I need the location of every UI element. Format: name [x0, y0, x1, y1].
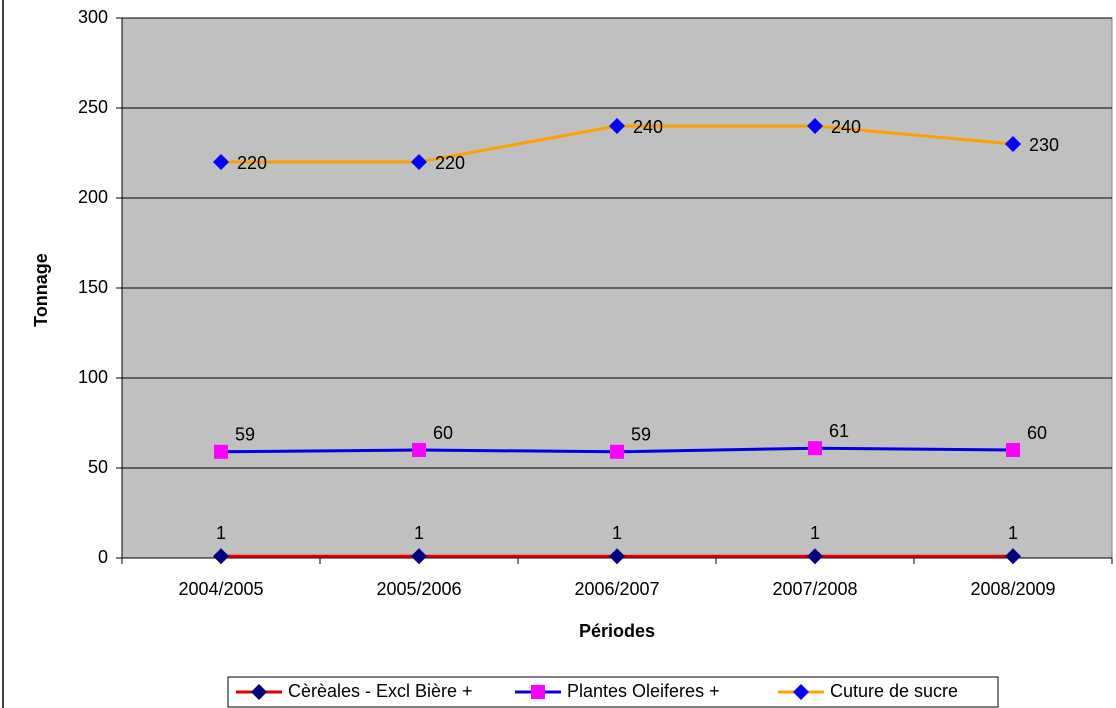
data-label: 220	[237, 153, 267, 173]
data-label: 59	[235, 425, 255, 445]
legend-marker	[251, 684, 267, 700]
data-label: 60	[1027, 423, 1047, 443]
y-tick-label: 150	[78, 277, 108, 297]
legend-label: Plantes Oleiferes +	[567, 681, 720, 701]
y-tick-label: 0	[98, 547, 108, 567]
legend-label: Cèrèales - Excl Bière +	[288, 681, 473, 701]
marker	[609, 548, 625, 565]
data-label: 220	[435, 153, 465, 173]
legend-marker	[531, 685, 545, 699]
marker	[214, 444, 228, 459]
marker	[213, 154, 229, 170]
x-tick-label: 2006/2007	[574, 579, 659, 599]
data-label: 1	[810, 523, 820, 543]
y-tick-label: 250	[78, 97, 108, 117]
x-tick-label: 2007/2008	[772, 579, 857, 599]
marker	[609, 118, 625, 134]
marker	[213, 548, 229, 565]
marker	[1005, 548, 1021, 565]
y-tick-label: 300	[78, 7, 108, 27]
legend-label: Cuture de sucre	[830, 681, 958, 701]
y-axis-title: Tonnage	[31, 253, 51, 327]
y-tick-label: 100	[78, 367, 108, 387]
x-axis-title: Périodes	[579, 621, 655, 641]
data-label: 60	[433, 423, 453, 443]
y-tick-label: 200	[78, 187, 108, 207]
marker	[1006, 443, 1020, 457]
marker	[1005, 136, 1021, 152]
data-label: 1	[1008, 523, 1018, 543]
legend-marker	[793, 684, 809, 700]
marker	[807, 548, 823, 565]
marker	[411, 154, 427, 170]
data-label: 59	[631, 425, 651, 445]
marker	[610, 444, 624, 459]
marker	[411, 548, 427, 565]
legend-box	[227, 676, 999, 708]
marker	[808, 441, 822, 456]
x-tick-label: 2005/2006	[376, 579, 461, 599]
marker	[412, 443, 426, 457]
data-label: 1	[216, 523, 226, 543]
data-label: 230	[1029, 135, 1059, 155]
data-label: 240	[633, 117, 663, 137]
x-tick-label: 2004/2005	[178, 579, 263, 599]
data-label: 1	[612, 523, 622, 543]
marker	[807, 118, 823, 134]
y-tick-label: 50	[88, 457, 108, 477]
data-label: 240	[831, 117, 861, 137]
x-tick-label: 2008/2009	[970, 579, 1055, 599]
data-label: 1	[414, 523, 424, 543]
data-label: 61	[829, 421, 849, 441]
